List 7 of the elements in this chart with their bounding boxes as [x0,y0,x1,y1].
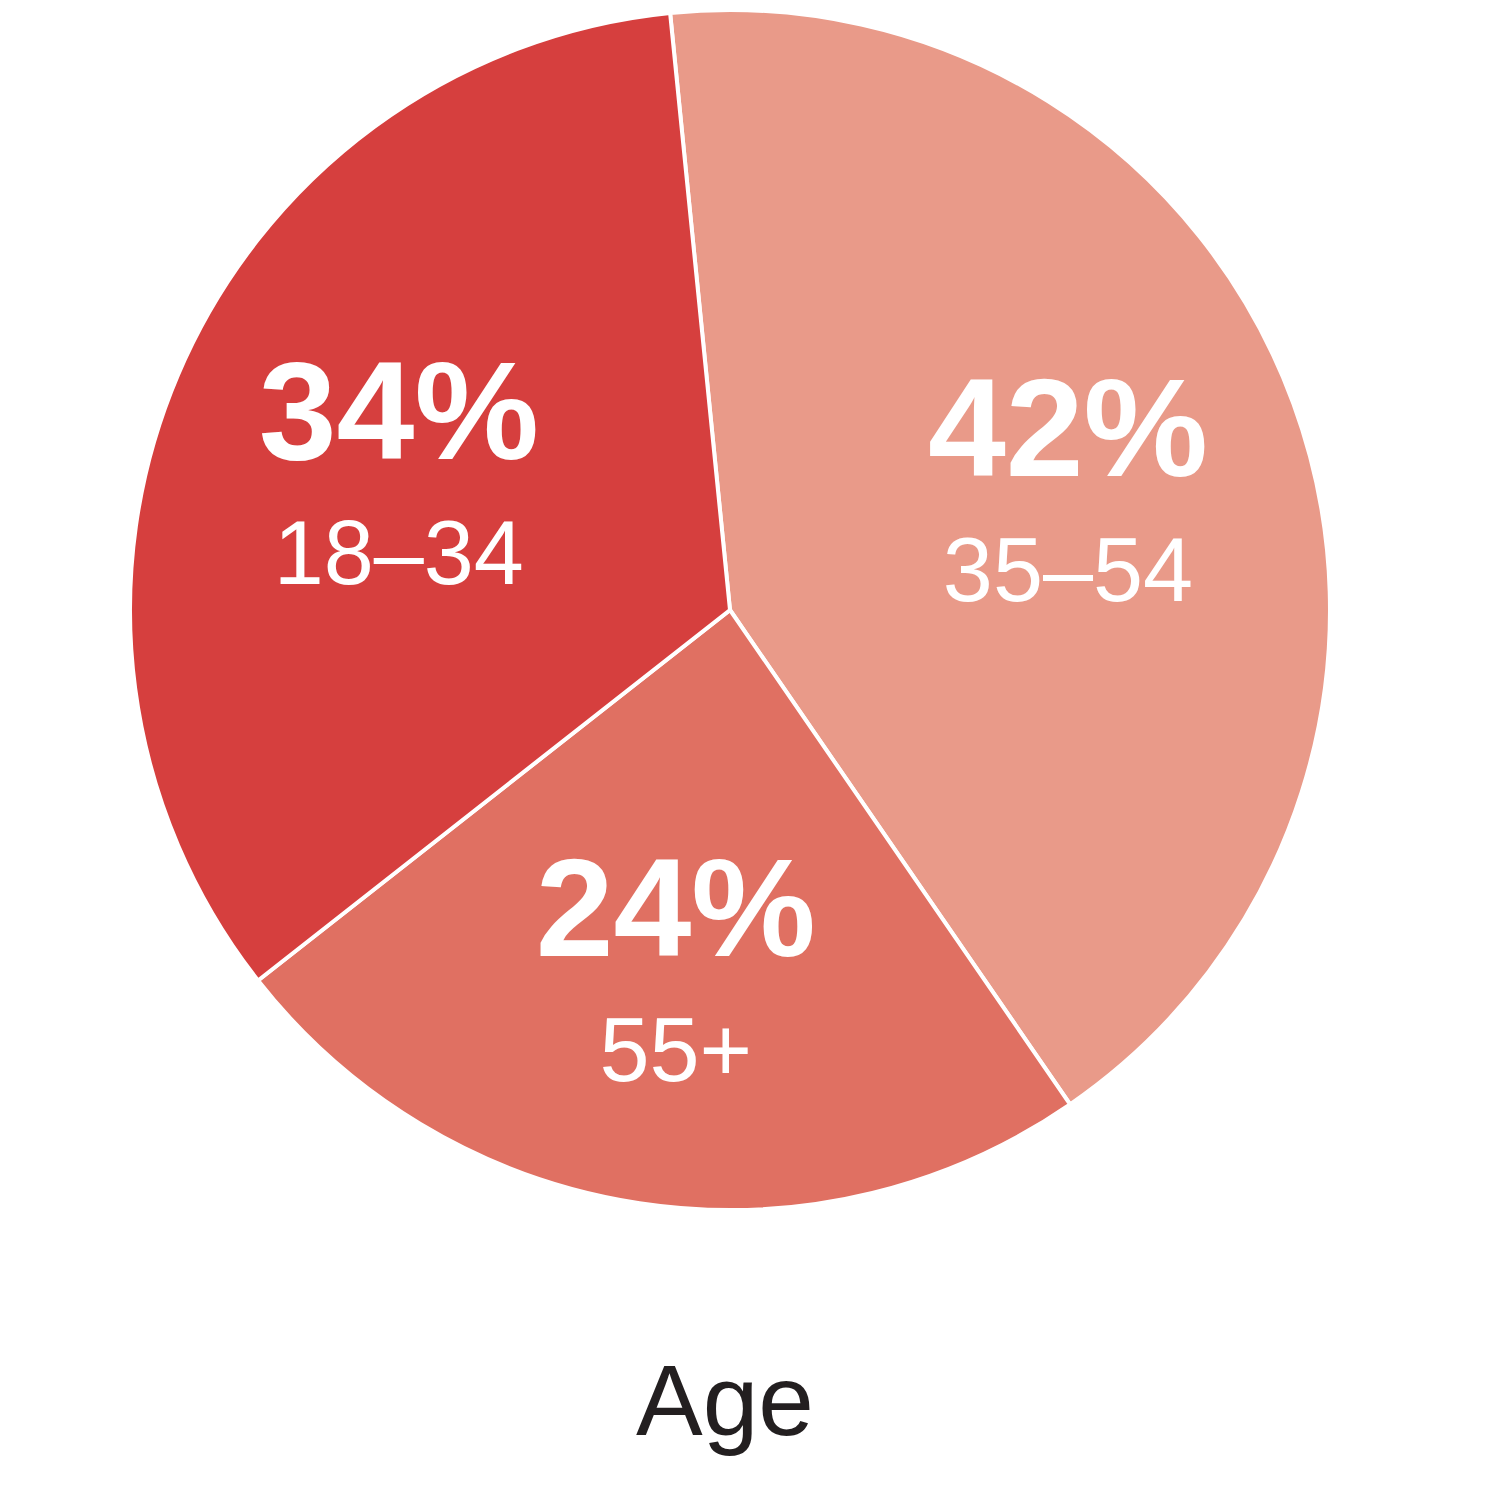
slice-label: 18–34 [273,502,524,603]
text: Age [636,1344,814,1456]
data-label: 24% [535,828,816,986]
data-label: 42% [927,349,1209,507]
slice-label: 55+ [599,999,753,1100]
data-label: 34% [258,331,539,489]
slice-label: 35–54 [942,520,1194,621]
